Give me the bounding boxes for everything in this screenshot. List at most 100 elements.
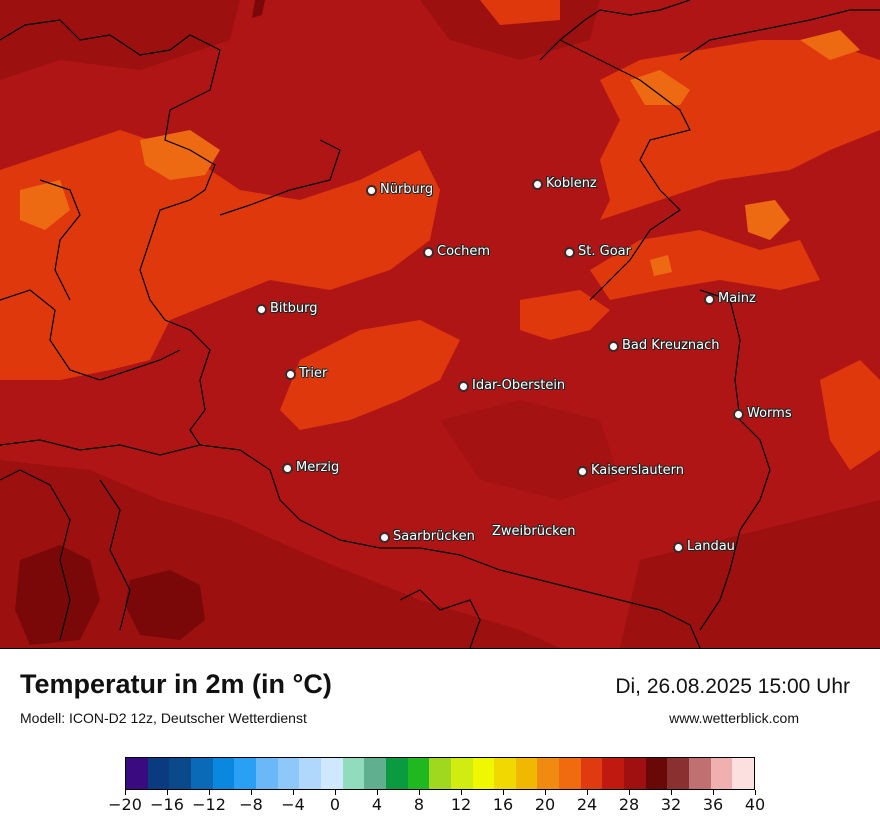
city-marker-st-goar[interactable]: St. Goar <box>564 244 631 260</box>
legend-swatch <box>169 758 191 789</box>
legend-swatch <box>602 758 625 789</box>
legend-tick-label: 16 <box>492 795 514 814</box>
legend-swatch <box>126 758 148 789</box>
legend-tick-label: 8 <box>413 795 425 814</box>
city-dot-icon <box>673 541 684 553</box>
legend-swatch <box>342 758 365 789</box>
city-marker-bad-kreuznach[interactable]: Bad Kreuznach <box>608 338 720 354</box>
legend-tick <box>670 790 672 795</box>
city-label: Bad Kreuznach <box>622 338 720 353</box>
temperature-map[interactable]: Nürburg Koblenz Cochem St. Goar Bitburg … <box>0 0 880 649</box>
legend-swatch <box>429 758 451 789</box>
city-label: Worms <box>747 406 792 421</box>
legend-swatch <box>537 758 560 789</box>
legend-tick-label: 4 <box>371 795 383 814</box>
legend-tick-label: −16 <box>150 795 184 814</box>
city-label: Koblenz <box>546 176 597 191</box>
legend-swatch <box>364 758 386 789</box>
legend-swatch <box>147 758 170 789</box>
legend-tick <box>460 790 462 795</box>
city-marker-nuerburg[interactable]: Nürburg <box>366 182 434 198</box>
legend-tick <box>712 790 714 795</box>
forecast-datetime: Di, 26.08.2025 15:00 Uhr <box>615 675 850 698</box>
legend-tick <box>208 790 210 795</box>
border-lines <box>0 0 880 648</box>
city-marker-merzig[interactable]: Merzig <box>282 460 340 476</box>
city-dot-icon <box>608 340 619 352</box>
legend-tick <box>124 790 126 795</box>
legend-tick <box>376 790 378 795</box>
city-label: Mainz <box>718 291 756 306</box>
city-label-zweibruecken[interactable]: Zweibrücken <box>489 524 575 540</box>
map-footer: Temperatur in 2m (in °C) Modell: ICON-D2… <box>0 649 880 830</box>
legend-tick-label: 12 <box>450 795 472 814</box>
city-dot-icon <box>704 293 715 305</box>
website-link[interactable]: www.wetterblick.com <box>669 710 799 726</box>
legend-tick <box>586 790 588 795</box>
legend-swatch <box>407 758 430 789</box>
legend-tick <box>334 790 336 795</box>
legend-tick-label: 24 <box>576 795 598 814</box>
legend-swatch <box>320 758 343 789</box>
city-marker-landau[interactable]: Landau <box>673 539 735 555</box>
legend-tick <box>544 790 546 795</box>
legend-swatch <box>667 758 690 789</box>
legend-tick <box>292 790 294 795</box>
legend-tick-label: 32 <box>660 795 682 814</box>
city-dot-icon <box>532 178 543 190</box>
legend-swatch <box>689 758 711 789</box>
legend-swatch <box>732 758 755 789</box>
city-dot-icon <box>564 246 575 258</box>
legend-tick <box>250 790 252 795</box>
color-scale-bar <box>125 757 755 790</box>
legend-tick <box>754 790 756 795</box>
city-marker-idar-oberstein[interactable]: Idar-Oberstein <box>458 378 565 394</box>
city-dot-icon <box>423 246 434 258</box>
darkest-red-regions <box>15 0 265 645</box>
legend-swatch <box>234 758 256 789</box>
temperature-field <box>0 0 880 648</box>
legend-tick <box>502 790 504 795</box>
city-dot-icon <box>733 408 744 420</box>
legend-tick <box>166 790 168 795</box>
city-dot-icon <box>256 303 267 315</box>
model-source: Modell: ICON-D2 12z, Deutscher Wetterdie… <box>20 710 307 726</box>
city-marker-saarbruecken[interactable]: Saarbrücken <box>379 529 475 545</box>
legend-tick-label: 40 <box>744 795 766 814</box>
color-scale-ticks: −20 −16 −12 −8 −4 0 4 8 12 16 20 24 28 32 36 40 <box>108 790 765 820</box>
city-dot-icon <box>458 380 469 392</box>
city-marker-worms[interactable]: Worms <box>733 406 792 422</box>
city-label: Merzig <box>296 460 340 475</box>
legend-swatch <box>190 758 213 789</box>
legend-tick <box>628 790 630 795</box>
city-marker-trier[interactable]: Trier <box>285 366 327 382</box>
city-marker-koblenz[interactable]: Koblenz <box>532 176 597 192</box>
legend-tick-label: 0 <box>329 795 341 814</box>
city-marker-cochem[interactable]: Cochem <box>423 244 491 260</box>
legend-tick-label: 28 <box>618 795 640 814</box>
legend-swatch <box>710 758 733 789</box>
legend-swatch <box>472 758 495 789</box>
legend-swatch <box>624 758 646 789</box>
legend-swatch <box>645 758 668 789</box>
city-marker-bitburg[interactable]: Bitburg <box>256 301 318 317</box>
city-marker-kaiserslautern[interactable]: Kaiserslautern <box>577 463 685 479</box>
city-dot-icon <box>282 462 293 474</box>
legend-tick-label: −4 <box>281 795 305 814</box>
legend-swatch <box>255 758 278 789</box>
city-dot-icon <box>285 368 296 380</box>
city-label: Cochem <box>437 244 491 259</box>
city-label: Kaiserslautern <box>591 463 685 478</box>
city-marker-mainz[interactable]: Mainz <box>704 291 756 307</box>
legend-tick-label: −12 <box>192 795 226 814</box>
city-label: Saarbrücken <box>393 529 475 544</box>
legend-tick <box>418 790 420 795</box>
legend-swatch <box>494 758 516 789</box>
legend-swatch <box>559 758 581 789</box>
city-label: Nürburg <box>380 182 434 197</box>
city-dot-icon <box>366 184 377 196</box>
legend-swatch <box>277 758 300 789</box>
legend-swatch <box>580 758 603 789</box>
city-dot-icon <box>577 465 588 477</box>
legend-swatch <box>299 758 321 789</box>
